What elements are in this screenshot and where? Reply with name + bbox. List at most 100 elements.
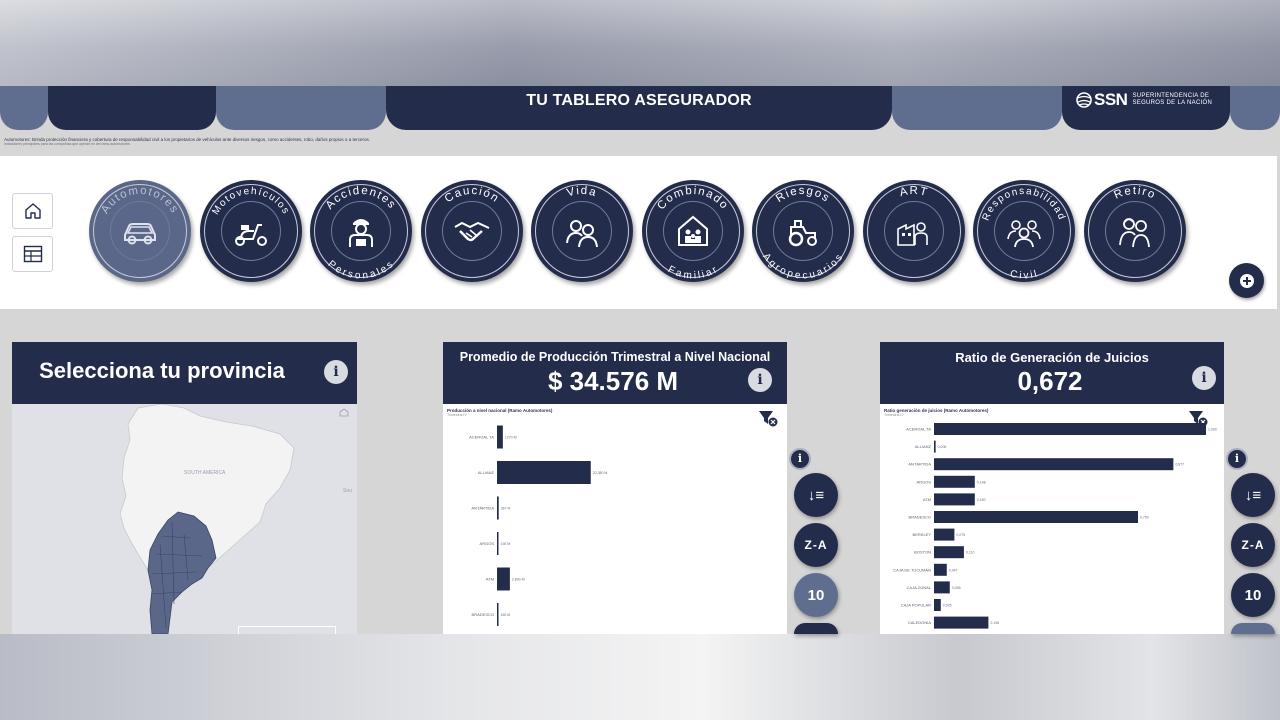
data-label: 0,148 xyxy=(977,480,986,484)
bar[interactable] xyxy=(497,461,591,484)
page-title: TU TABLERO ASEGURADOR xyxy=(386,86,892,130)
map-continent-label: SOUTH AMERICA xyxy=(184,470,226,476)
production-more-button[interactable] xyxy=(794,623,838,634)
production-controls-info-icon[interactable]: i xyxy=(789,448,811,470)
south-america-map: SOUTH AMERICA Sou xyxy=(119,404,352,634)
category-riesgos-button[interactable]: Riesgos Agropecuarios xyxy=(752,180,854,282)
category-label: ART xyxy=(898,185,928,199)
category-combinado-button[interactable]: Combinado Familiar xyxy=(641,180,744,282)
banner-tab-decor xyxy=(48,86,216,130)
production-chart-subtitle: Trimestral IV xyxy=(447,413,467,417)
juicios-bar-chart: ACEROAL TA 1,000 ALLIANZ 0,006 ANTÁRTIDA 0,87… xyxy=(893,423,1217,629)
category-caucion-button[interactable]: Caución xyxy=(420,180,523,282)
category-inner-ring xyxy=(662,201,723,261)
category-tick-label: BERKLEY xyxy=(913,532,932,537)
description-line1: Automotores: Brinda protección financier… xyxy=(4,137,370,142)
juicios-controls-info-icon[interactable]: i xyxy=(1226,448,1248,470)
category-top-label: Accidentes xyxy=(324,185,399,212)
data-label: 0,110 xyxy=(966,551,975,555)
bar[interactable] xyxy=(934,423,1206,435)
category-retiro-button[interactable]: Retiro xyxy=(1083,180,1186,282)
data-label: 2.800 M xyxy=(512,578,525,582)
bar[interactable] xyxy=(934,458,1174,471)
production-bar-chart: ACEROAL TA 1270 M ALLIANZ 20.380 M ANTÁRTIDA… xyxy=(469,425,607,626)
juicios-za-button[interactable]: Z-A xyxy=(1231,523,1275,567)
bar[interactable] xyxy=(934,440,936,453)
juicios-panel-title: Ratio de Generación de Juicios xyxy=(955,350,1149,365)
data-label: 0,150 xyxy=(977,498,986,502)
category-bottom-label: Civil xyxy=(1009,268,1040,281)
category-inner-ring xyxy=(552,201,612,261)
juicios-chart-panel: Ratio generación de juicios (Ramo Automo… xyxy=(880,404,1224,634)
province-info-icon[interactable]: i xyxy=(324,360,348,384)
category-ring xyxy=(756,184,850,278)
category-label: Accidentes Personales xyxy=(324,185,399,282)
category-inner-ring xyxy=(1104,201,1165,261)
province-map[interactable]: SOUTH AMERICA Sou xyxy=(12,404,357,634)
category-ring xyxy=(93,184,187,278)
bar[interactable] xyxy=(934,511,1138,523)
category-label: Automotores xyxy=(99,185,179,216)
bar[interactable] xyxy=(497,603,499,626)
bar[interactable] xyxy=(934,528,955,541)
category-motovehiculos-button[interactable]: Motovehículos xyxy=(199,180,302,282)
home-button[interactable] xyxy=(12,193,53,229)
juicios-chart-title: Ratio generación de juicios (Ramo Automo… xyxy=(884,408,989,413)
production-info-icon[interactable]: i xyxy=(748,368,772,392)
add-button[interactable] xyxy=(1229,263,1264,298)
category-vida-button[interactable]: Vida xyxy=(531,180,633,282)
bar[interactable] xyxy=(934,493,975,506)
juicios-sort-button[interactable]: ↓≡ xyxy=(1231,473,1275,517)
bar[interactable] xyxy=(934,475,975,488)
factory-worker-icon xyxy=(896,222,928,246)
category-art-button[interactable]: ART xyxy=(862,180,965,282)
bar[interactable] xyxy=(934,563,947,576)
category-tick-label: ATM xyxy=(923,497,931,502)
banner-tab-decor xyxy=(892,86,1062,130)
category-automotores-button[interactable]: Automotores xyxy=(89,180,191,282)
bar[interactable] xyxy=(934,599,941,611)
table-view-button[interactable] xyxy=(12,236,53,272)
production-top10-button[interactable]: 10 xyxy=(794,573,838,617)
group-icon xyxy=(1007,220,1041,248)
ramo-description: Automotores: Brinda protección financier… xyxy=(4,137,370,147)
category-accidentes-button[interactable]: Accidentes Personales xyxy=(310,180,412,282)
map-selection-box[interactable] xyxy=(238,626,336,634)
category-tick-label: CAJA POPULAR xyxy=(901,603,931,608)
juicios-info-icon[interactable]: i xyxy=(1192,366,1216,390)
clear-filter-icon[interactable] xyxy=(758,410,778,428)
category-label: Combinado Familiar xyxy=(655,185,729,282)
ssn-mark-text: SSN xyxy=(1094,90,1128,109)
production-chart-title: Producción a nivel nacional (Ramo Automo… xyxy=(447,408,553,413)
category-tick-label: ANTÁRTIDA xyxy=(471,506,494,511)
category-tick-label: BRADESCO xyxy=(909,515,931,520)
category-tick-label: ALLIANZ xyxy=(915,444,932,449)
category-bottom-label: Agropecuarios xyxy=(760,251,846,281)
category-bottom-label: Familiar xyxy=(666,264,720,282)
banner-tab-decor xyxy=(0,86,48,130)
production-sort-button[interactable]: ↓≡ xyxy=(794,473,838,517)
bar[interactable] xyxy=(934,616,989,629)
bar[interactable] xyxy=(497,567,510,591)
juicios-more-button[interactable] xyxy=(1231,623,1275,634)
bar[interactable] xyxy=(497,532,499,555)
bar[interactable] xyxy=(934,581,950,594)
category-inner-ring xyxy=(220,201,281,261)
bar[interactable] xyxy=(497,496,499,520)
bar[interactable] xyxy=(497,425,503,449)
category-label: Retiro xyxy=(1112,185,1157,202)
data-label: 0,006 xyxy=(938,445,947,449)
category-top-label: Riesgos xyxy=(774,185,832,205)
juicios-top10-button[interactable]: 10 xyxy=(1231,573,1275,617)
category-responsabilidad-button[interactable]: Responsabilidad Civil xyxy=(973,180,1075,282)
category-inner-ring xyxy=(441,201,502,261)
category-top-label: Retiro xyxy=(1112,185,1157,202)
production-za-button[interactable]: Z-A xyxy=(794,523,838,567)
ssn-line1: SUPERINTENDENCIA DE xyxy=(1132,93,1210,99)
data-label: 0,075 xyxy=(956,533,965,537)
bar[interactable] xyxy=(934,546,964,559)
home-icon xyxy=(24,203,41,219)
people-icon xyxy=(566,220,598,248)
map-home-icon[interactable] xyxy=(339,408,349,417)
data-label: 0,877 xyxy=(1175,463,1184,467)
